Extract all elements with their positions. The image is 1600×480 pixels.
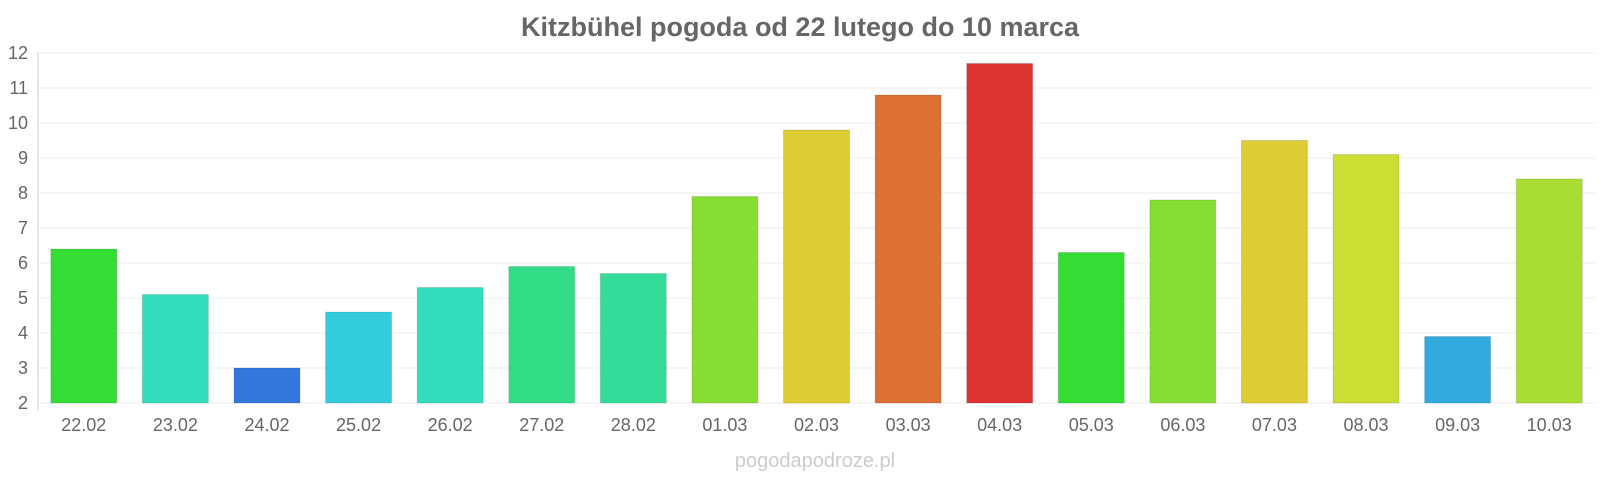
x-tick-label: 06.03 bbox=[1160, 415, 1205, 435]
y-axis-ticks: 2 3 4 5 6 7 8 9 10 11 12 bbox=[8, 43, 28, 413]
y-tick-label: 12 bbox=[8, 43, 28, 63]
bar-24.02 bbox=[233, 367, 301, 404]
chart-title: Kitzbühel pogoda od 22 lutego do 10 marc… bbox=[521, 12, 1080, 42]
x-tick-label: 22.02 bbox=[61, 415, 106, 435]
x-tick-label: 28.02 bbox=[611, 415, 656, 435]
x-tick-label: 05.03 bbox=[1069, 415, 1114, 435]
x-tick-label: 02.03 bbox=[794, 415, 839, 435]
bar-09.03 bbox=[1424, 336, 1492, 404]
y-tick-label: 5 bbox=[18, 288, 28, 308]
y-tick-label: 2 bbox=[18, 393, 28, 413]
bar-05.03 bbox=[1057, 252, 1125, 404]
y-tick-label: 3 bbox=[18, 358, 28, 378]
y-tick-label: 8 bbox=[18, 183, 28, 203]
x-tick-label: 27.02 bbox=[519, 415, 564, 435]
x-tick-label: 23.02 bbox=[153, 415, 198, 435]
bar-28.02 bbox=[599, 273, 667, 404]
bar-03.03 bbox=[874, 94, 942, 404]
y-tick-label: 11 bbox=[9, 78, 28, 98]
bars bbox=[50, 63, 1583, 404]
bar-08.03 bbox=[1332, 154, 1400, 404]
x-tick-label: 24.02 bbox=[244, 415, 289, 435]
bar-07.03 bbox=[1240, 140, 1308, 404]
x-tick-label: 26.02 bbox=[428, 415, 473, 435]
x-tick-label: 03.03 bbox=[886, 415, 931, 435]
x-tick-label: 09.03 bbox=[1435, 415, 1480, 435]
bar-04.03 bbox=[966, 63, 1034, 404]
y-tick-label: 10 bbox=[8, 113, 28, 133]
bar-23.02 bbox=[141, 294, 209, 404]
x-tick-label: 07.03 bbox=[1252, 415, 1297, 435]
y-tick-label: 7 bbox=[18, 218, 28, 238]
x-tick-label: 04.03 bbox=[977, 415, 1022, 435]
y-tick-label: 9 bbox=[18, 148, 28, 168]
x-tick-label: 01.03 bbox=[702, 415, 747, 435]
x-tick-label: 08.03 bbox=[1344, 415, 1389, 435]
x-tick-label: 25.02 bbox=[336, 415, 381, 435]
bar-10.03 bbox=[1515, 178, 1583, 404]
watermark: pogodapodroze.pl bbox=[735, 450, 895, 472]
y-tick-label: 4 bbox=[18, 323, 28, 343]
bar-06.03 bbox=[1149, 199, 1217, 404]
bar-22.02 bbox=[50, 248, 118, 404]
bar-27.02 bbox=[508, 266, 576, 404]
bar-01.03 bbox=[691, 196, 759, 404]
bar-02.03 bbox=[783, 129, 850, 404]
bar-25.02 bbox=[325, 311, 393, 404]
x-tick-label: 10.03 bbox=[1527, 415, 1572, 435]
y-tick-label: 6 bbox=[18, 253, 28, 273]
x-axis-ticks: 22.02 23.02 24.02 25.02 26.02 27.02 28.02 01.03… bbox=[61, 415, 1571, 435]
bar-26.02 bbox=[416, 287, 484, 404]
